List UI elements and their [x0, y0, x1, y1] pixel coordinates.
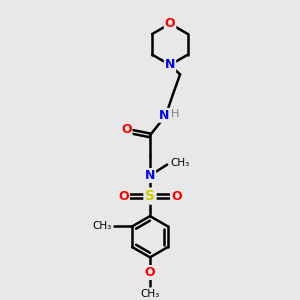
Text: CH₃: CH₃	[171, 158, 190, 168]
Text: O: O	[118, 190, 129, 202]
Text: S: S	[145, 189, 155, 203]
Text: N: N	[165, 58, 175, 71]
Text: O: O	[165, 17, 176, 30]
Text: O: O	[171, 190, 182, 202]
Text: N: N	[159, 109, 169, 122]
Text: O: O	[145, 266, 155, 279]
Text: CH₃: CH₃	[140, 289, 160, 299]
Text: O: O	[121, 123, 131, 136]
Text: N: N	[145, 169, 155, 182]
Text: H: H	[171, 109, 179, 119]
Text: CH₃: CH₃	[93, 221, 112, 231]
